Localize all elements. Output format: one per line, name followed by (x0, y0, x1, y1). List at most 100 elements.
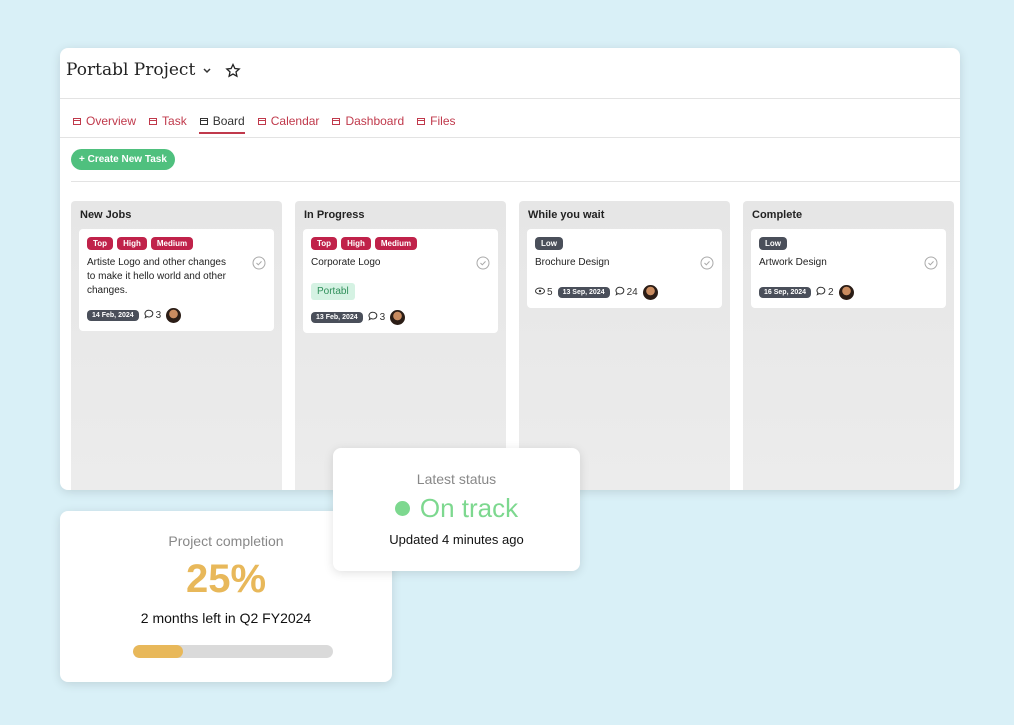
card-row: Corporate Logo (311, 256, 490, 275)
icon (257, 118, 266, 125)
create-task-button[interactable]: + Create New Task (71, 149, 175, 170)
task-card[interactable]: Low Brochure Design 5 13 Sep, 2024 24 (527, 229, 722, 308)
card-row: Artiste Logo and other changes to make i… (87, 256, 266, 298)
divider (60, 98, 960, 99)
complete-check[interactable] (476, 256, 490, 275)
complete-check[interactable] (700, 256, 714, 275)
complete-check[interactable] (252, 256, 266, 275)
status-card: Latest status On track Updated 4 minutes… (333, 448, 580, 571)
comment-count: 24 (626, 287, 638, 298)
project-title: Portabl Project (66, 60, 196, 80)
check-icon (700, 256, 714, 270)
icon (149, 118, 158, 125)
check-icon (924, 256, 938, 270)
task-card[interactable]: Top High Medium Corporate Logo Portabl 13 Feb… (303, 229, 498, 333)
tab-label: Dashboard (345, 114, 405, 128)
status-updated: Updated 4 minutes ago (389, 532, 524, 547)
star-icon[interactable] (225, 63, 241, 79)
eye-icon (535, 287, 545, 295)
tab[interactable]: Overview (72, 114, 136, 134)
divider (60, 137, 960, 138)
dropdown-icon[interactable] (202, 66, 212, 76)
icon (199, 118, 208, 125)
task-card[interactable]: Top High Medium Artiste Logo and other chan… (79, 229, 274, 331)
icon (73, 118, 81, 125)
tag-row: Low (535, 237, 714, 250)
due-date: 13 Sep, 2024 (557, 287, 610, 298)
tab-label: Task (162, 114, 187, 128)
complete-check[interactable] (924, 256, 938, 275)
check-icon (252, 256, 266, 270)
priority-tag: Medium (374, 237, 418, 250)
card-title: Artwork Design (759, 257, 827, 268)
comment-icon (368, 311, 378, 324)
completion-note: 2 months left in Q2 FY2024 (140, 610, 312, 626)
comment-count: 2 (828, 287, 834, 298)
divider (71, 181, 960, 182)
progress-fill (133, 645, 183, 658)
card-title: Brochure Design (535, 257, 610, 268)
project-window: Portabl Project Overview Task Board Calenda… (60, 48, 960, 490)
card-meta: 5 13 Sep, 2024 24 (535, 285, 714, 300)
priority-tag: Top (87, 237, 114, 250)
tag-row: Low (759, 237, 938, 250)
views-count: 5 (547, 287, 553, 298)
comment-icon (615, 286, 625, 299)
card-row: Artwork Design (759, 256, 938, 275)
tab-bar: Overview Task Board Calendar Dashboard Files (72, 114, 456, 134)
column: New Jobs Top High Medium Artiste Logo and ot… (71, 201, 282, 490)
tab-label: Overview (86, 114, 137, 128)
column-title: New Jobs (80, 209, 132, 221)
card-meta: 16 Sep, 2024 2 (759, 285, 938, 300)
due-date: 13 Feb, 2024 (311, 312, 363, 323)
assignee-avatar[interactable] (166, 308, 182, 323)
completion-card: Project completion 25% 2 months left in … (60, 511, 392, 682)
tag-row: Top High Medium (311, 237, 490, 250)
status-text: On track (419, 493, 519, 523)
tab[interactable]: Task (148, 114, 187, 134)
card-row: Brochure Design (535, 256, 714, 275)
tab-label: Calendar (270, 114, 320, 128)
completion-title: Project completion (168, 533, 284, 549)
tab-label: Board (212, 114, 245, 128)
progress-track (133, 645, 333, 658)
due-date: 14 Feb, 2024 (87, 310, 139, 321)
priority-tag: Low (535, 237, 563, 250)
assignee-avatar[interactable] (838, 285, 854, 300)
assignee-avatar[interactable] (390, 310, 406, 325)
comment-count: 3 (155, 310, 162, 321)
icon (332, 118, 341, 125)
comment-icon (615, 286, 624, 296)
tab[interactable]: Files (416, 114, 456, 134)
task-card[interactable]: Low Artwork Design 16 Sep, 2024 2 (751, 229, 946, 308)
card-meta: 14 Feb, 2024 3 (87, 308, 266, 323)
priority-tag: Top (311, 237, 338, 250)
status-title: Latest status (416, 471, 497, 487)
column-title: In Progress (304, 209, 365, 221)
tag-row: Top High Medium (87, 237, 266, 250)
comment-icon (144, 309, 154, 322)
column-title: While you wait (528, 209, 605, 221)
tab[interactable]: Dashboard (331, 114, 404, 134)
priority-tag: Medium (150, 237, 194, 250)
status-state: On track (333, 493, 580, 524)
column: Complete Low Artwork Design 16 Sep, 2024 2 (743, 201, 954, 490)
completion-value: 25% (185, 557, 267, 601)
tab[interactable]: Calendar (257, 114, 320, 134)
tab[interactable]: Board (198, 114, 245, 134)
comment-count: 3 (379, 312, 386, 323)
card-title: Corporate Logo (311, 257, 381, 268)
tab-label: Files (430, 114, 456, 128)
icon (417, 118, 426, 125)
status-dot (394, 501, 410, 516)
comment-icon (144, 309, 153, 319)
card-title: Artiste Logo and other changes to make i… (87, 257, 226, 296)
priority-tag: High (117, 237, 147, 250)
comment-icon (816, 286, 826, 296)
comment-icon (816, 286, 826, 299)
column: In Progress Top High Medium Corporate Logo Po… (295, 201, 506, 490)
comment-icon (368, 311, 377, 321)
check-icon (476, 256, 490, 270)
assignee-avatar[interactable] (642, 285, 658, 300)
